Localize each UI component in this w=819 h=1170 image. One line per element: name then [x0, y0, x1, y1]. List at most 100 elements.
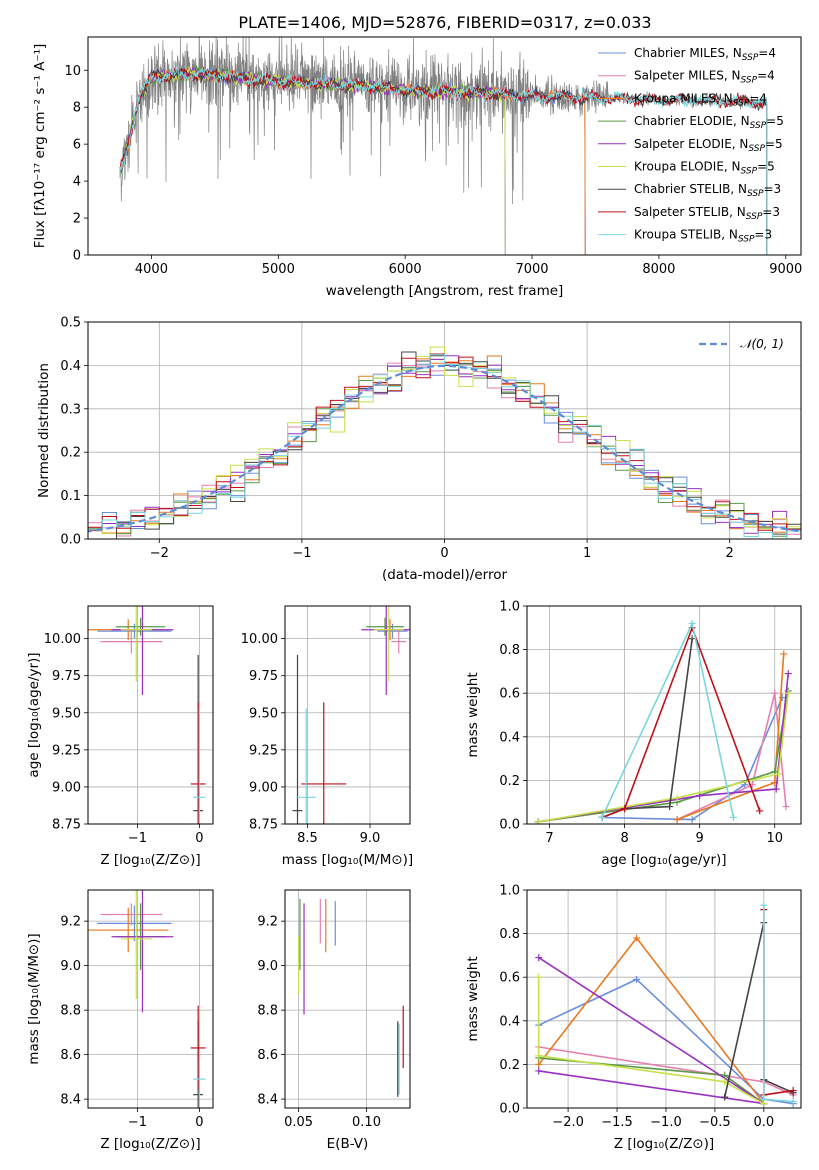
axes-frame [284, 605, 411, 825]
normal-reference-curve [88, 364, 801, 533]
weight-marker [721, 1078, 729, 1086]
weight-marker [760, 901, 768, 909]
y-tick-label: 0.4 [60, 359, 81, 374]
y-tick-label: 8.75 [249, 818, 278, 833]
age-vs-mass-plot-area [292, 606, 410, 824]
mass-vs-ebv-panel: 0.05 0.10 8.4 8.6 8.8 9.0 9.2 E(B-V) [257, 889, 411, 1152]
y-axis-label: age [log₁₀(age/yr)] [26, 652, 42, 777]
y-tick-label: 1.0 [499, 884, 520, 899]
x-tick-label: −0.5 [699, 1115, 731, 1130]
x-tick-label: 7000 [515, 262, 548, 277]
weight-line-salpeter-miles [676, 693, 787, 821]
y-tick-label: 8 [73, 101, 81, 116]
legend-label: Salpeter STELIB, NSSP=3 [634, 205, 780, 222]
y-tick-label: 0.4 [499, 730, 520, 745]
x-tick-label: 8.5 [297, 831, 318, 846]
weight-marker [673, 794, 681, 802]
y-tick-label: 0.4 [499, 1014, 520, 1029]
spectrum-panel: 4000 5000 6000 7000 8000 9000 0 2 4 6 8 10 wavelengt… [32, 36, 802, 299]
y-tick-label: 4 [73, 175, 81, 190]
spectrum-plot-area [119, 37, 768, 255]
weight-marker [789, 1087, 797, 1095]
errorbar-chabrier-miles [377, 623, 408, 639]
y-tick-label: 0.8 [499, 927, 520, 942]
x-tick-label: −1 [128, 831, 147, 846]
weight-marker [721, 1093, 729, 1101]
weight-marker [780, 650, 788, 658]
model-line-kroupa-stelib [119, 66, 768, 255]
x-tick-label: 9 [696, 831, 704, 846]
x-tick-label: 7 [545, 831, 553, 846]
y-tick-label: 8.8 [257, 1004, 278, 1019]
y-tick-label: 8.75 [52, 818, 81, 833]
axes-frame [87, 889, 214, 1109]
spectrum-legend: Chabrier MILES, NSSP=4 Salpeter MILES, NS… [598, 46, 784, 245]
y-tick-label: 2 [73, 212, 81, 227]
x-tick-label: 5000 [262, 262, 295, 277]
y-tick-label: 6 [73, 138, 81, 153]
weight-marker [696, 792, 704, 800]
weight-line-kroupa-stelib [763, 905, 794, 1103]
y-axis-label: mass weight [465, 956, 481, 1041]
x-tick-label: 10 [766, 831, 783, 846]
axes-frame [526, 605, 802, 825]
x-tick-label: 8 [620, 831, 628, 846]
x-tick-label: −2 [150, 546, 169, 561]
y-tick-label: 0 [73, 249, 81, 264]
x-tick-label: 4000 [135, 262, 168, 277]
figure-title: PLATE=1406, MJD=52876, FIBERID=0317, z=0… [238, 13, 651, 32]
x-axis-label: Z [log₁₀(Z/Z⊙)] [614, 1136, 714, 1152]
hist-plot-area [88, 346, 801, 539]
y-axis-label: mass [log₁₀(M/M⊙)] [26, 933, 42, 1064]
weight-marker [666, 803, 674, 811]
weight-marker [688, 619, 696, 627]
weight-line-kroupa-elodie [537, 977, 765, 1105]
x-tick-label: 0 [195, 1115, 203, 1130]
y-tick-label: 0.0 [499, 1102, 520, 1117]
x-tick-label: 2 [726, 546, 734, 561]
axes-frame [87, 321, 802, 540]
legend-label: Chabrier STELIB, NSSP=3 [634, 182, 781, 199]
model-line-salpeter-stelib [119, 67, 768, 255]
y-tick-label: 10 [64, 64, 81, 79]
errorbar-salpeter-miles [100, 903, 163, 926]
weight-marker [784, 689, 792, 697]
y-tick-label: 1.0 [499, 600, 520, 615]
errorbar-salpeter-stelib [301, 702, 347, 824]
legend-label: Kroupa STELIB, NSSP=3 [634, 228, 772, 245]
x-tick-label: 6000 [389, 262, 422, 277]
errorbar-chabrier-elodie [115, 617, 166, 636]
x-tick-label: −1.0 [650, 1115, 682, 1130]
y-axis-label: mass weight [465, 672, 481, 757]
x-tick-label: 9.0 [360, 831, 381, 846]
errorbar-salpeter-miles [391, 629, 407, 654]
weight-line-kroupa-elodie [538, 693, 789, 823]
y-tick-label: 0.6 [499, 687, 520, 702]
x-axis-label: Z [log₁₀(Z/Z⊙)] [100, 852, 200, 868]
errorbar-kroupa-elodie [120, 890, 152, 999]
x-tick-label: 0.05 [284, 1115, 313, 1130]
chart-panels: 4000 5000 6000 7000 8000 90000246810wavelengt… [26, 36, 802, 1152]
errorbar-kroupa-miles [88, 907, 169, 953]
errorbar-salpeter-miles [100, 629, 163, 654]
x-axis-label: mass [log₁₀(M/M⊙)] [282, 852, 413, 868]
y-tick-label: 9.25 [249, 743, 278, 758]
y-axis-label: Flux [fλ10⁻¹⁷ erg cm⁻² s⁻¹ A⁻¹] [32, 44, 48, 249]
x-tick-label: −1.5 [601, 1115, 633, 1130]
x-tick-label: 0.10 [352, 1115, 381, 1130]
y-tick-label: 8.8 [60, 1004, 81, 1019]
age-vs-z-plot-area [88, 606, 206, 824]
weight-line-salpeter-stelib [763, 909, 794, 1096]
weight-marker [598, 813, 606, 821]
weight-vs-age-panel: 7 8 9 10 0.0 0.2 0.4 0.6 0.8 1.0 age [log₁₀(age/yr… [465, 600, 802, 868]
x-axis-label: (data-model)/error [382, 567, 508, 583]
errorbar-kroupa-stelib [193, 1061, 206, 1097]
x-tick-label: −1 [292, 546, 311, 561]
age-vs-z-panel: −1 0 8.75 9.00 9.25 9.50 9.75 10.00 Z [log₁₀(Z/Z… [26, 605, 214, 868]
mass-vs-ebv-plot-area [297, 898, 404, 1097]
axes-frame [87, 605, 214, 825]
legend-label: 𝒩(0, 1) [740, 337, 784, 351]
y-tick-label: 9.2 [257, 915, 278, 930]
x-tick-label: 0 [440, 546, 448, 561]
weight-line-salpeter-stelib [601, 625, 761, 819]
